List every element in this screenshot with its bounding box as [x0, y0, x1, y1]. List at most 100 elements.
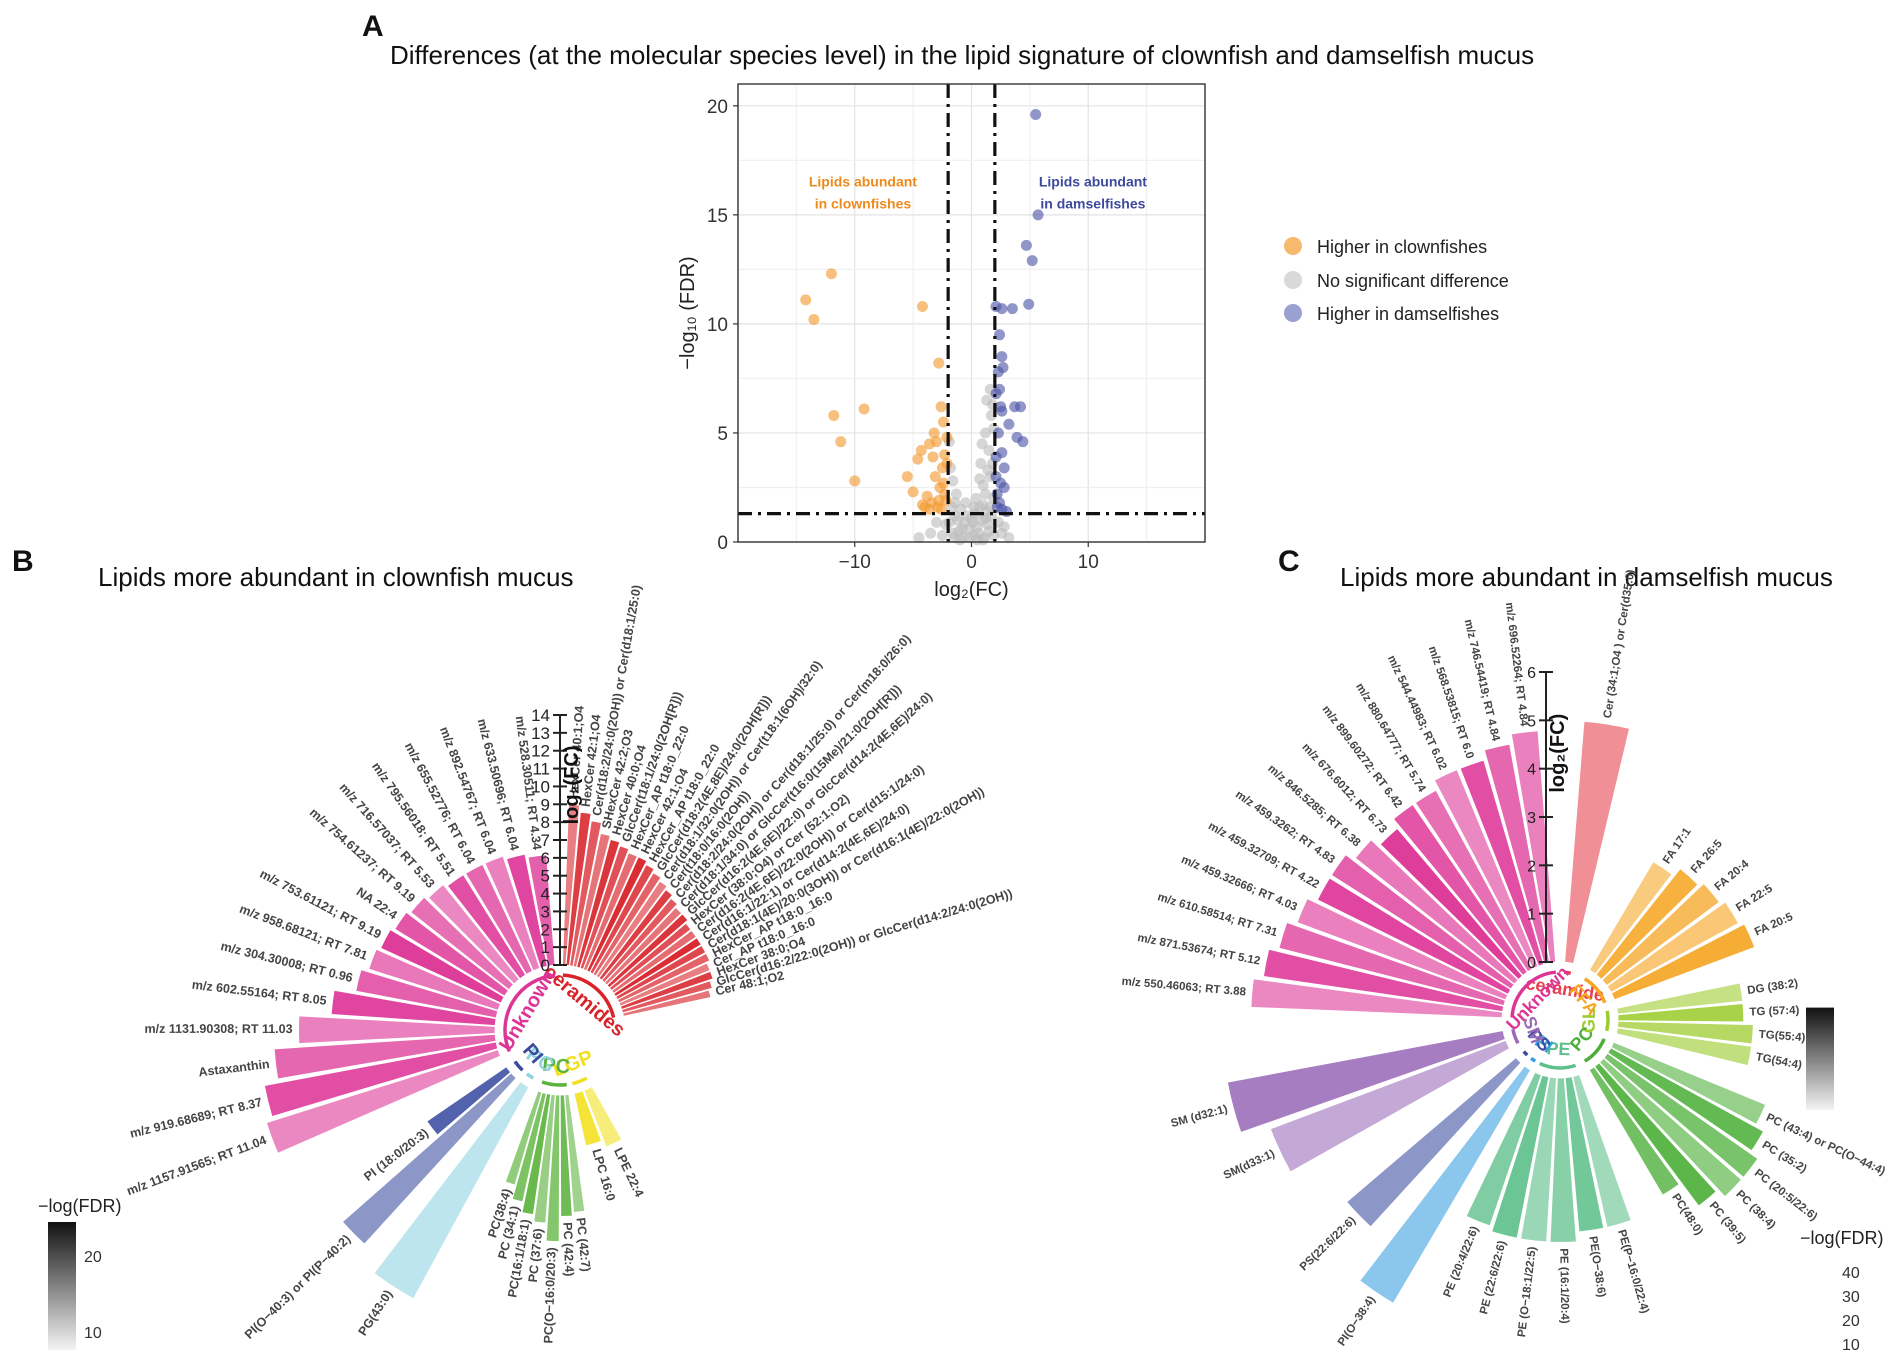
radial-axis-tick-label: 6: [541, 849, 550, 868]
bar-ceramides: [565, 811, 592, 967]
bar-unknown: [1414, 789, 1533, 973]
bar-unknown: [368, 948, 502, 1011]
colorbar-c-gradient: [1806, 1007, 1834, 1110]
radial-axis-tick-label: 0: [1527, 955, 1536, 972]
bar-label: m/z 1157.91565; RT 11.04: [125, 1133, 269, 1198]
bar-pe: [1564, 1076, 1605, 1233]
bar-label: HexCer 40:1;O4: [567, 705, 587, 799]
bar-label: PE(P−16:0/22:4): [1615, 1228, 1651, 1315]
bar-pc: [1588, 1066, 1680, 1196]
volcano-point-no-significant-difference: [970, 492, 982, 504]
bar-ceramides: [615, 944, 707, 1001]
x-tick-label: −10: [839, 552, 871, 573]
bar-ceramides: [609, 922, 692, 991]
bar-pi: [341, 1072, 517, 1245]
bar-ceramides: [592, 872, 662, 977]
volcano-point-higher-in-clownfishes: [915, 444, 927, 456]
volcano-point-no-significant-difference: [950, 488, 962, 500]
bar-ceramides: [617, 952, 711, 1004]
radial-axis-tick-label: 1: [541, 938, 550, 957]
bar-ffa: [1606, 901, 1739, 993]
group-arc-ps: [1522, 1050, 1529, 1057]
volcano-point-higher-in-damselfishes: [996, 351, 1008, 363]
y-tick-label: 0: [717, 533, 728, 554]
volcano-point-no-significant-difference: [1003, 532, 1015, 544]
radial-axis-tick-label: 10: [531, 777, 550, 796]
bar-unknown: [1296, 898, 1509, 1001]
volcano-point-higher-in-clownfishes: [935, 503, 947, 515]
bar-unknown: [1263, 948, 1505, 1013]
volcano-point-higher-in-damselfishes: [1006, 303, 1018, 315]
bar-unknown: [273, 1033, 497, 1080]
radial-axis-tick-label: 6: [1527, 665, 1536, 682]
bar-pe: [1549, 1077, 1577, 1243]
bar-pc: [559, 1094, 573, 1217]
legend-marker-clownfish: [1284, 237, 1302, 255]
colorbar-b-title: −log(FDR): [38, 1196, 122, 1216]
bar-label: m/z 1131.90308; RT 11.03: [145, 1022, 293, 1036]
volcano-point-higher-in-damselfishes: [998, 462, 1010, 474]
bar-label: TG(55:4): [1758, 1029, 1806, 1044]
bar-unknown: [264, 1041, 499, 1117]
colorbar-c-title: −log(FDR): [1800, 1228, 1884, 1248]
group-arc-pg: [525, 1072, 535, 1080]
bar-unknown: [1433, 769, 1539, 970]
volcano-point-higher-in-damselfishes: [1030, 109, 1042, 121]
volcano-point-no-significant-difference: [980, 488, 992, 500]
volcano-point-higher-in-damselfishes: [1020, 239, 1032, 251]
volcano-point-higher-in-clownfishes: [825, 268, 837, 280]
bar-lgp: [583, 1086, 623, 1148]
radial-axis-tick-label: 2: [541, 920, 550, 939]
bar-unknown: [484, 855, 541, 972]
volcano-point-higher-in-clownfishes: [928, 427, 940, 439]
radial-axis-tick-label: 4: [541, 885, 550, 904]
colorbar-b-tick-20: 20: [84, 1249, 102, 1266]
bar-ffa: [1610, 923, 1756, 1001]
volcano-point-no-significant-difference: [930, 516, 942, 528]
panel-b-title: Lipids more abundant in clownfish mucus: [98, 562, 574, 592]
radial-axis-tick-label: 12: [531, 742, 550, 761]
x-axis-title: log₂(FC): [934, 579, 1008, 601]
legend-marker-nonsig: [1284, 271, 1302, 289]
bar-label: m/z 676.6012; RT 6.73: [1299, 741, 1388, 836]
colorbar-c: −log(FDR) 40 30 20 10: [1800, 1007, 1884, 1354]
bar-pc: [545, 1094, 561, 1242]
volcano-point-no-significant-difference: [998, 521, 1010, 533]
radial-axis-tick-label: 5: [1527, 713, 1536, 730]
legend-label-clownfish: Higher in clownfishes: [1317, 237, 1487, 257]
group-arc-pc: [1583, 1038, 1606, 1063]
bar-label: PC (39:5): [1707, 1200, 1748, 1246]
bar-ceramides: [569, 820, 602, 967]
bar-ceramides: [572, 832, 611, 968]
radial-axis-tick-label: 11: [532, 760, 550, 779]
volcano-point-higher-in-damselfishes: [990, 388, 1002, 400]
volcano-point-no-significant-difference: [982, 519, 994, 531]
bar-ceramides: [613, 937, 702, 997]
bar-pc: [533, 1093, 556, 1224]
bar-unknown: [1354, 839, 1519, 985]
colorbar-c-tick-10: 10: [1842, 1337, 1860, 1354]
bar-label: TG(54:4): [1755, 1051, 1803, 1072]
bar-label: Astaxanthin: [198, 1057, 271, 1079]
volcano-point-higher-in-clownfishes: [933, 357, 945, 369]
bar-unknown: [1379, 827, 1524, 981]
volcano-point-higher-in-damselfishes: [1023, 298, 1035, 310]
volcano-point-higher-in-damselfishes: [994, 329, 1006, 341]
volcano-point-higher-in-clownfishes: [828, 410, 840, 422]
bar-label: m/z 846.5285; RT 6.38: [1265, 763, 1363, 850]
bar-ceramides: [604, 906, 683, 986]
group-arc-pc: [541, 1080, 567, 1087]
bar-ffa: [1588, 861, 1673, 975]
panel-b-letter: B: [12, 545, 34, 578]
bar-unknown: [355, 969, 499, 1019]
bar-pi: [1359, 1065, 1532, 1304]
volcano-point-higher-in-damselfishes: [1001, 505, 1013, 517]
bar-label: SM (d32:1): [1170, 1103, 1229, 1130]
radial-axis-title: log₂(FC): [561, 746, 583, 825]
bar-label: m/z 696.52264; RT 4.84: [1503, 602, 1530, 728]
colorbar-c-tick-20: 20: [1842, 1313, 1860, 1330]
bar-label: PC (37:6): [526, 1228, 546, 1283]
bar-unknown: [1459, 759, 1545, 967]
bar-label: FA 17:1: [1661, 825, 1694, 866]
